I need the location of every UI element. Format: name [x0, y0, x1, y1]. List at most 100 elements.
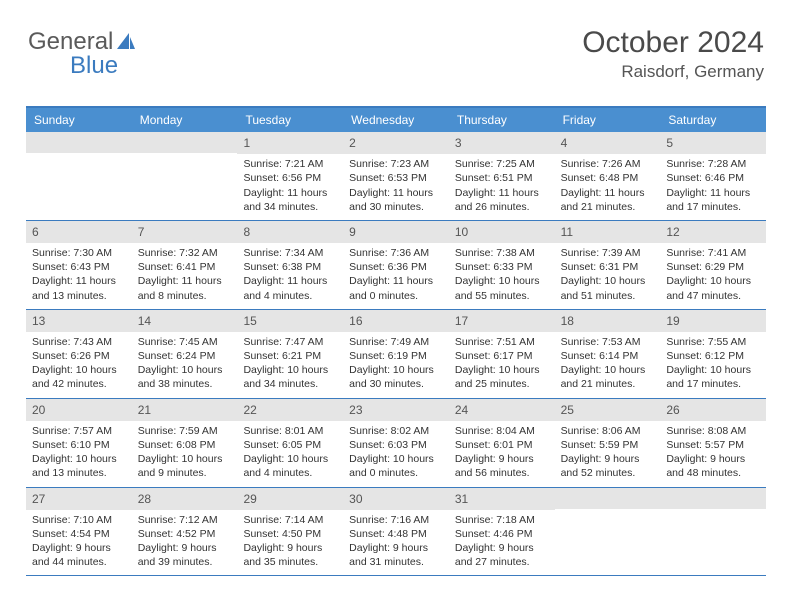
daylight-line: Daylight: 9 hours and 35 minutes.: [243, 541, 337, 569]
day-body: Sunrise: 7:53 AMSunset: 6:14 PMDaylight:…: [555, 332, 661, 398]
daylight-line: Daylight: 9 hours and 27 minutes.: [455, 541, 549, 569]
daylight-line: Daylight: 10 hours and 21 minutes.: [561, 363, 655, 391]
week-row: 6Sunrise: 7:30 AMSunset: 6:43 PMDaylight…: [26, 221, 766, 310]
sunset-line: Sunset: 6:46 PM: [666, 171, 760, 185]
day-body: Sunrise: 7:12 AMSunset: 4:52 PMDaylight:…: [132, 510, 238, 576]
daylight-line: Daylight: 11 hours and 8 minutes.: [138, 274, 232, 302]
day-body: Sunrise: 7:41 AMSunset: 6:29 PMDaylight:…: [660, 243, 766, 309]
day-number: 15: [237, 310, 343, 332]
day-body: Sunrise: 8:06 AMSunset: 5:59 PMDaylight:…: [555, 421, 661, 487]
daylight-line: Daylight: 10 hours and 30 minutes.: [349, 363, 443, 391]
day-body: Sunrise: 8:02 AMSunset: 6:03 PMDaylight:…: [343, 421, 449, 487]
day-body: Sunrise: 7:14 AMSunset: 4:50 PMDaylight:…: [237, 510, 343, 576]
weekday-header: Friday: [555, 108, 661, 132]
day-cell: 20Sunrise: 7:57 AMSunset: 6:10 PMDayligh…: [26, 399, 132, 487]
day-cell: 21Sunrise: 7:59 AMSunset: 6:08 PMDayligh…: [132, 399, 238, 487]
day-number: 2: [343, 132, 449, 154]
day-number: 24: [449, 399, 555, 421]
day-body: Sunrise: 7:26 AMSunset: 6:48 PMDaylight:…: [555, 154, 661, 220]
empty-day-cell: [660, 488, 766, 576]
week-row: 13Sunrise: 7:43 AMSunset: 6:26 PMDayligh…: [26, 310, 766, 399]
day-body: Sunrise: 7:45 AMSunset: 6:24 PMDaylight:…: [132, 332, 238, 398]
sunset-line: Sunset: 6:33 PM: [455, 260, 549, 274]
logo-text-b: Blue: [70, 52, 118, 80]
day-body: Sunrise: 7:23 AMSunset: 6:53 PMDaylight:…: [343, 154, 449, 220]
sunrise-line: Sunrise: 7:47 AM: [243, 335, 337, 349]
day-number: 17: [449, 310, 555, 332]
calendar-header-row: SundayMondayTuesdayWednesdayThursdayFrid…: [26, 108, 766, 132]
sunrise-line: Sunrise: 7:12 AM: [138, 513, 232, 527]
daylight-line: Daylight: 10 hours and 47 minutes.: [666, 274, 760, 302]
day-cell: 15Sunrise: 7:47 AMSunset: 6:21 PMDayligh…: [237, 310, 343, 398]
daylight-line: Daylight: 11 hours and 4 minutes.: [243, 274, 337, 302]
day-body: Sunrise: 7:10 AMSunset: 4:54 PMDaylight:…: [26, 510, 132, 576]
day-cell: 1Sunrise: 7:21 AMSunset: 6:56 PMDaylight…: [237, 132, 343, 220]
day-cell: 14Sunrise: 7:45 AMSunset: 6:24 PMDayligh…: [132, 310, 238, 398]
day-cell: 8Sunrise: 7:34 AMSunset: 6:38 PMDaylight…: [237, 221, 343, 309]
day-number: 4: [555, 132, 661, 154]
daylight-line: Daylight: 10 hours and 42 minutes.: [32, 363, 126, 391]
day-body: Sunrise: 7:16 AMSunset: 4:48 PMDaylight:…: [343, 510, 449, 576]
daylight-line: Daylight: 11 hours and 0 minutes.: [349, 274, 443, 302]
day-body: Sunrise: 7:57 AMSunset: 6:10 PMDaylight:…: [26, 421, 132, 487]
daylight-line: Daylight: 10 hours and 9 minutes.: [138, 452, 232, 480]
daylight-line: Daylight: 10 hours and 0 minutes.: [349, 452, 443, 480]
sunrise-line: Sunrise: 7:41 AM: [666, 246, 760, 260]
sunrise-line: Sunrise: 7:26 AM: [561, 157, 655, 171]
week-row: 27Sunrise: 7:10 AMSunset: 4:54 PMDayligh…: [26, 488, 766, 577]
day-cell: 4Sunrise: 7:26 AMSunset: 6:48 PMDaylight…: [555, 132, 661, 220]
daylight-line: Daylight: 9 hours and 48 minutes.: [666, 452, 760, 480]
daylight-line: Daylight: 9 hours and 56 minutes.: [455, 452, 549, 480]
day-number: 21: [132, 399, 238, 421]
day-body: Sunrise: 8:08 AMSunset: 5:57 PMDaylight:…: [660, 421, 766, 487]
day-cell: 17Sunrise: 7:51 AMSunset: 6:17 PMDayligh…: [449, 310, 555, 398]
day-cell: 7Sunrise: 7:32 AMSunset: 6:41 PMDaylight…: [132, 221, 238, 309]
sunset-line: Sunset: 6:38 PM: [243, 260, 337, 274]
day-body: Sunrise: 7:18 AMSunset: 4:46 PMDaylight:…: [449, 510, 555, 576]
day-body: Sunrise: 7:49 AMSunset: 6:19 PMDaylight:…: [343, 332, 449, 398]
day-body: Sunrise: 7:25 AMSunset: 6:51 PMDaylight:…: [449, 154, 555, 220]
sunrise-line: Sunrise: 7:28 AM: [666, 157, 760, 171]
day-body: Sunrise: 7:47 AMSunset: 6:21 PMDaylight:…: [237, 332, 343, 398]
weekday-header: Saturday: [660, 108, 766, 132]
day-number: 30: [343, 488, 449, 510]
daylight-line: Daylight: 10 hours and 13 minutes.: [32, 452, 126, 480]
week-row: 1Sunrise: 7:21 AMSunset: 6:56 PMDaylight…: [26, 132, 766, 221]
day-number: 20: [26, 399, 132, 421]
sunset-line: Sunset: 6:29 PM: [666, 260, 760, 274]
sunset-line: Sunset: 6:21 PM: [243, 349, 337, 363]
day-number: 5: [660, 132, 766, 154]
sunset-line: Sunset: 6:31 PM: [561, 260, 655, 274]
daylight-line: Daylight: 11 hours and 34 minutes.: [243, 186, 337, 214]
day-body: Sunrise: 7:38 AMSunset: 6:33 PMDaylight:…: [449, 243, 555, 309]
sunset-line: Sunset: 6:17 PM: [455, 349, 549, 363]
sunrise-line: Sunrise: 7:14 AM: [243, 513, 337, 527]
day-body: Sunrise: 7:59 AMSunset: 6:08 PMDaylight:…: [132, 421, 238, 487]
sunset-line: Sunset: 4:48 PM: [349, 527, 443, 541]
day-cell: 24Sunrise: 8:04 AMSunset: 6:01 PMDayligh…: [449, 399, 555, 487]
day-cell: 11Sunrise: 7:39 AMSunset: 6:31 PMDayligh…: [555, 221, 661, 309]
weekday-header: Tuesday: [237, 108, 343, 132]
daylight-line: Daylight: 9 hours and 31 minutes.: [349, 541, 443, 569]
day-cell: 2Sunrise: 7:23 AMSunset: 6:53 PMDaylight…: [343, 132, 449, 220]
daylight-line: Daylight: 9 hours and 39 minutes.: [138, 541, 232, 569]
day-body: Sunrise: 7:30 AMSunset: 6:43 PMDaylight:…: [26, 243, 132, 309]
day-cell: 29Sunrise: 7:14 AMSunset: 4:50 PMDayligh…: [237, 488, 343, 576]
daylight-line: Daylight: 11 hours and 17 minutes.: [666, 186, 760, 214]
sunrise-line: Sunrise: 8:02 AM: [349, 424, 443, 438]
sunrise-line: Sunrise: 8:04 AM: [455, 424, 549, 438]
daylight-line: Daylight: 10 hours and 4 minutes.: [243, 452, 337, 480]
empty-day-cell: [26, 132, 132, 220]
sunset-line: Sunset: 4:52 PM: [138, 527, 232, 541]
day-number: 3: [449, 132, 555, 154]
day-number: 31: [449, 488, 555, 510]
daylight-line: Daylight: 11 hours and 30 minutes.: [349, 186, 443, 214]
day-number: 13: [26, 310, 132, 332]
day-number: 12: [660, 221, 766, 243]
logo-line2: Blue: [70, 52, 118, 80]
sunrise-line: Sunrise: 7:38 AM: [455, 246, 549, 260]
page-title: October 2024: [582, 26, 764, 60]
sunrise-line: Sunrise: 7:23 AM: [349, 157, 443, 171]
sunset-line: Sunset: 6:51 PM: [455, 171, 549, 185]
sunrise-line: Sunrise: 7:30 AM: [32, 246, 126, 260]
